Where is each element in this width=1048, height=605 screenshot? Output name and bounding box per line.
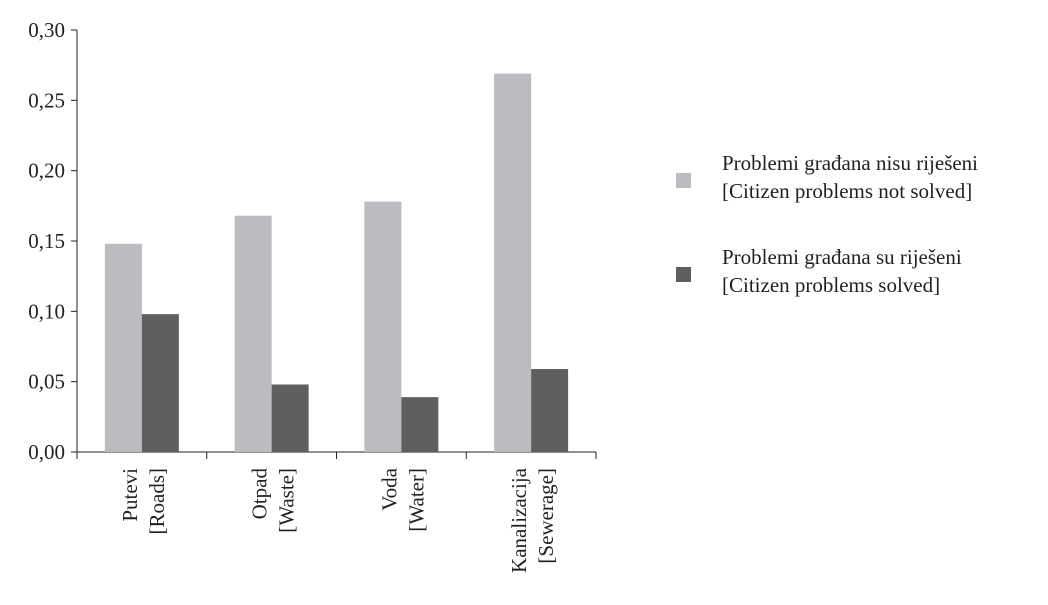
bar-solved-3 bbox=[531, 369, 569, 452]
bar-solved-0 bbox=[141, 314, 179, 452]
x-axis-label-line: Otpad bbox=[248, 468, 272, 520]
x-axis-label-line: [Roads] bbox=[145, 468, 169, 535]
y-axis-tick-label: 0,15 bbox=[28, 229, 65, 253]
legend-label-line: [Citizen problems solved] bbox=[722, 273, 940, 297]
y-axis-tick-labels: 0,00 0,05 0,10 0,15 0,20 0,25 0,30 bbox=[28, 18, 65, 464]
x-axis-label-line: [Waste] bbox=[275, 468, 299, 533]
x-axis-label-line: Voda bbox=[377, 467, 401, 510]
bar-solved-1 bbox=[271, 384, 309, 452]
x-axis-label-line: Putevi bbox=[118, 468, 142, 522]
bar-solved-2 bbox=[401, 397, 439, 452]
bar-not-solved-1 bbox=[234, 215, 272, 452]
chart-bars bbox=[104, 73, 569, 453]
bar-not-solved-3 bbox=[494, 73, 532, 453]
x-axis-category-label: Voda [Water] bbox=[377, 467, 428, 531]
legend-label-line: [Citizen problems not solved] bbox=[722, 179, 972, 203]
y-axis-tick-label: 0,30 bbox=[28, 18, 65, 42]
legend-swatch bbox=[676, 173, 691, 188]
legend-label-line: Problemi građana su riješeni bbox=[722, 245, 962, 269]
x-axis-category-label: Otpad [Waste] bbox=[248, 468, 299, 533]
x-axis-category-label: Kanalizacija [Sewerage] bbox=[507, 467, 558, 573]
y-axis-tick-label: 0,10 bbox=[28, 299, 65, 323]
bar-not-solved-2 bbox=[364, 201, 402, 452]
legend-swatch bbox=[676, 267, 691, 282]
legend-label-line: Problemi građana nisu riješeni bbox=[722, 151, 978, 175]
y-axis-tick-label: 0,20 bbox=[28, 159, 65, 183]
x-axis-category-labels: Putevi [Roads] Otpad [Waste] Voda [Water] Kana… bbox=[118, 467, 558, 573]
chart-legend: Problemi građana nisu riješeni [Citizen p… bbox=[676, 151, 978, 297]
x-axis-label-line: [Water] bbox=[404, 468, 428, 532]
x-axis-category-label: Putevi [Roads] bbox=[118, 468, 169, 535]
y-axis-tick-label: 0,00 bbox=[28, 440, 65, 464]
x-axis-label-line: Kanalizacija bbox=[507, 467, 531, 573]
y-axis-tick-label: 0,05 bbox=[28, 370, 65, 394]
x-axis-label-line: [Sewerage] bbox=[534, 468, 558, 564]
bar-not-solved-0 bbox=[104, 243, 142, 452]
y-axis-tick-label: 0,25 bbox=[28, 88, 65, 112]
